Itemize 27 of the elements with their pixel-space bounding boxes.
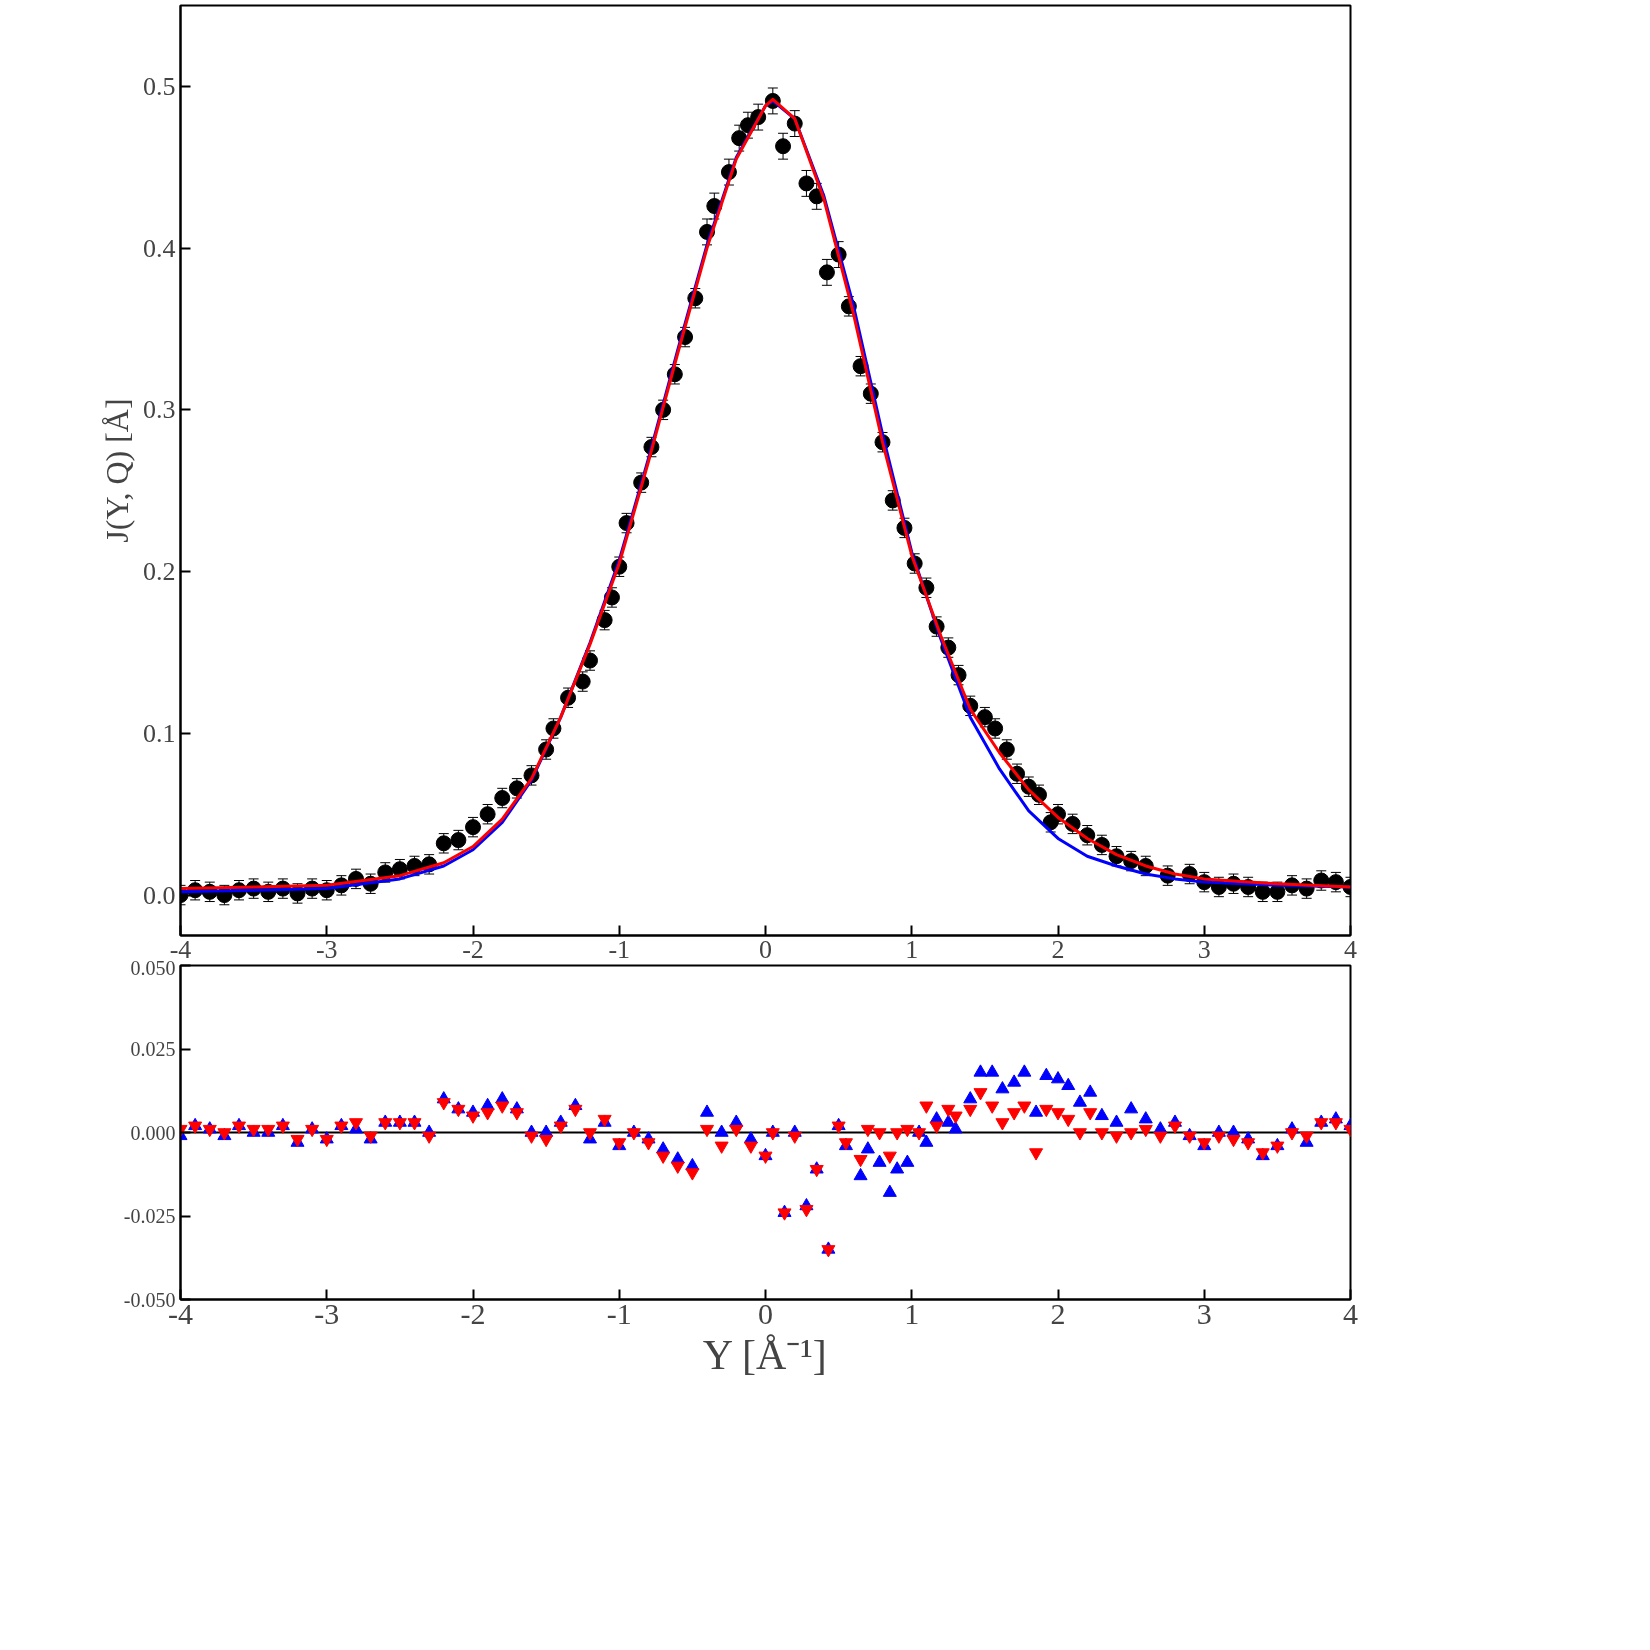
y-tick-label: 0.4 — [143, 233, 176, 263]
x-axis-title: Y [Å⁻¹] — [702, 1331, 827, 1378]
x-tick-label: -2 — [462, 934, 484, 964]
x-tick-label: -1 — [608, 934, 631, 964]
x-tick-label: 4 — [1344, 934, 1357, 964]
x-tick-label: 2 — [1051, 934, 1065, 964]
x-tick-label: 0 — [759, 934, 772, 964]
y-tick-label: 0.025 — [130, 1038, 176, 1060]
y-tick-label: 0.3 — [143, 395, 176, 425]
y-tick-label: 0.5 — [143, 71, 176, 101]
x-tick-label: -1 — [606, 1296, 632, 1330]
y-tick-label: 0.0 — [143, 880, 176, 910]
y-tick-label: 0.1 — [143, 718, 176, 748]
x-tick-label: -3 — [314, 1296, 340, 1330]
x-tick-label: 1 — [904, 1296, 920, 1330]
y-tick-label: -0.025 — [123, 1205, 176, 1227]
x-tick-label: 2 — [1050, 1296, 1066, 1330]
x-tick-label: 1 — [905, 934, 919, 964]
x-tick-label: 4 — [1343, 1296, 1358, 1330]
x-tick-label: 3 — [1196, 1296, 1212, 1330]
x-tick-label: 3 — [1197, 934, 1211, 964]
x-tick-label: -2 — [460, 1296, 486, 1330]
y-tick-label: 0.2 — [143, 557, 176, 587]
y-tick-label: 0.000 — [130, 1121, 176, 1144]
x-tick-label: -3 — [315, 934, 338, 964]
y-axis-title: J(Y, Q) [Å] — [99, 398, 135, 543]
x-tick-label: 0 — [758, 1296, 773, 1330]
